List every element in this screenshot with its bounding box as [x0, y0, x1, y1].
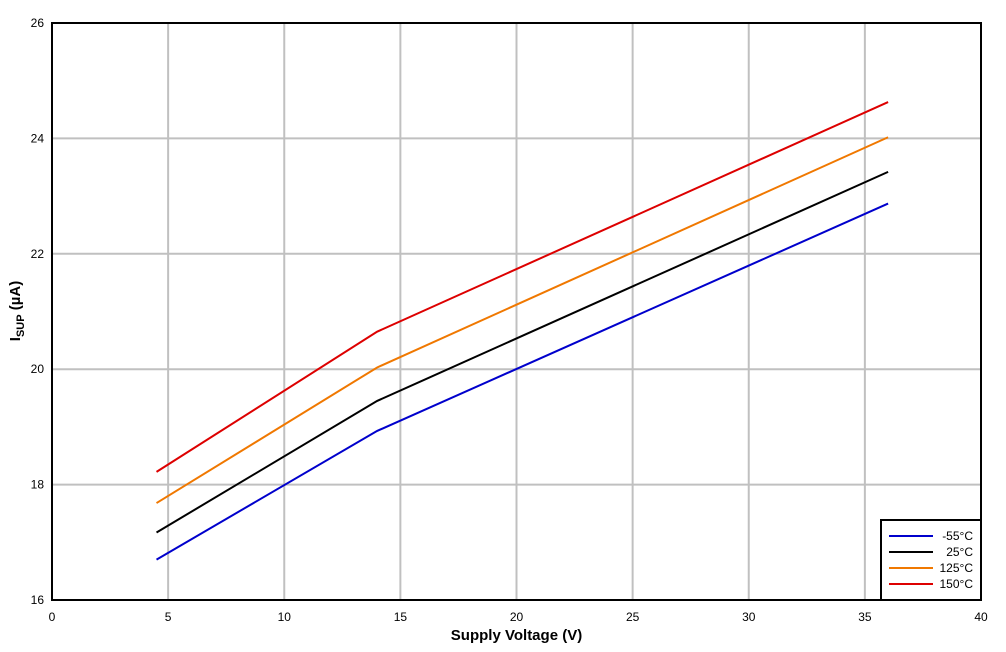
- x-tick-label-5: 5: [165, 610, 172, 624]
- x-axis-title: Supply Voltage (V): [451, 627, 582, 644]
- legend-box: [880, 519, 982, 601]
- series-line-3: [155, 101, 889, 473]
- series-line-0: [156, 202, 889, 561]
- legend: -55°C 25°C 125°C 150°C: [880, 519, 982, 601]
- y-tick-label-20: 20: [31, 362, 45, 376]
- x-tick-label-20: 20: [510, 610, 524, 624]
- y-tick-label-26: 26: [31, 16, 45, 30]
- x-tick-label-35: 35: [858, 610, 872, 624]
- y-tick-label-22: 22: [31, 247, 45, 261]
- series-line-1: [156, 170, 889, 534]
- plot-area-border: [51, 22, 982, 601]
- series-lines: [155, 101, 889, 561]
- y-axis-title-subscript: SUP: [15, 314, 27, 337]
- y-tick-label-18: 18: [31, 478, 45, 492]
- y-axis-title-main: I: [7, 337, 24, 341]
- x-axis-ticks: 0 5 10 15 20 25 30 35 40: [49, 610, 988, 624]
- legend-label-1: 25°C: [946, 545, 973, 559]
- x-tick-label-15: 15: [394, 610, 408, 624]
- x-tick-label-10: 10: [278, 610, 292, 624]
- legend-label-3: 150°C: [940, 577, 974, 591]
- x-tick-label-30: 30: [742, 610, 756, 624]
- legend-label-2: 125°C: [940, 561, 974, 575]
- x-tick-label-25: 25: [626, 610, 640, 624]
- y-axis-title: ISUP (µA): [7, 281, 27, 341]
- x-tick-label-0: 0: [49, 610, 56, 624]
- y-tick-label-24: 24: [31, 131, 45, 145]
- y-axis-ticks: 16 18 20 22 24 26: [31, 16, 45, 607]
- x-tick-label-40: 40: [974, 610, 988, 624]
- legend-label-0: -55°C: [942, 529, 973, 543]
- series-line-2: [155, 136, 889, 504]
- y-axis-title-unit: (µA): [7, 281, 24, 315]
- y-tick-label-16: 16: [31, 593, 45, 607]
